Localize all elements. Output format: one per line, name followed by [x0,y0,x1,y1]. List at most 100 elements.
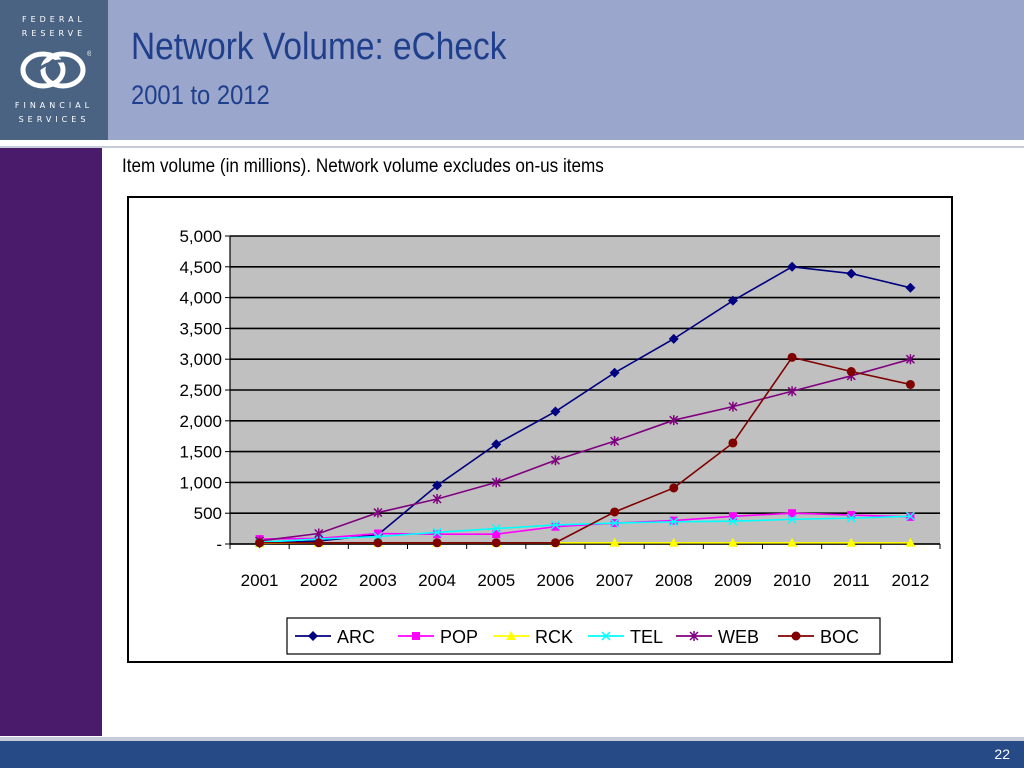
logo-text-financial: FINANCIAL [14,101,94,110]
footer-divider [0,737,1024,741]
legend-label-web: WEB [718,627,759,647]
data-point-web-2007 [610,436,620,447]
page-title: Network Volume: eCheck [131,26,507,68]
data-point-web-2003 [373,507,383,518]
data-point-rck-2008 [668,537,679,547]
data-point-boc-2010 [787,352,797,362]
data-point-arc-2009 [727,295,738,306]
x-tick-label-2004: 2004 [418,571,456,590]
data-point-web-2006 [550,455,560,466]
data-point-arc-2008 [668,333,679,344]
footer-bar: 22 [0,741,1024,768]
legend-marker-tel [601,631,611,641]
data-point-arc-2011 [846,268,857,279]
data-point-rck-2010 [787,537,798,547]
page-number: 22 [994,746,1010,762]
x-tick-label-2002: 2002 [300,571,338,590]
data-point-boc-2003 [373,538,383,548]
data-point-tel-2004 [432,527,442,537]
federal-reserve-logo-icon: ® [20,50,91,89]
x-tick-label-2012: 2012 [892,571,930,590]
y-tick-label-6: 3,000 [179,350,222,369]
data-point-boc-2006 [550,538,560,548]
data-point-boc-2012 [905,379,915,389]
legend-marker-web [689,631,699,641]
data-point-boc-2002 [314,538,324,548]
registered-mark: ® [87,50,91,58]
data-point-pop-2010 [788,509,797,518]
data-point-rck-2009 [727,537,738,547]
legend-marker-arc [308,631,318,641]
page-subtitle: 2001 to 2012 [131,80,270,110]
y-tick-label-4: 2,000 [179,412,222,431]
legend-label-arc: ARC [337,627,375,647]
x-tick-label-2001: 2001 [241,571,279,590]
legend-label-rck: RCK [535,627,573,647]
x-tick-label-2005: 2005 [477,571,515,590]
y-tick-label-2: 1,000 [179,473,222,492]
header-divider [0,146,1024,148]
series-line-pop [259,512,911,540]
chart-caption: Item volume (in millions). Network volum… [122,156,604,177]
legend-label-pop: POP [440,627,478,647]
data-point-tel-2006 [550,520,560,530]
data-point-arc-2007 [609,367,620,378]
y-tick-label-1: 500 [194,504,222,523]
data-point-rck-2011 [846,537,857,547]
legend-label-boc: BOC [820,627,859,647]
data-point-pop-2006 [551,522,560,531]
line-chart: - 500 1,000 1,500 2,000 2,500 3,000 3,500 4,000 4… [179,227,941,655]
logo-text-reserve: RESERVE [21,29,87,38]
y-tick-label-10: 5,000 [179,227,222,246]
x-tick-label-2007: 2007 [596,571,634,590]
data-point-tel-2005 [491,524,501,534]
series-line-arc [259,265,911,545]
data-point-pop-2011 [847,511,856,520]
data-point-tel-2011 [846,513,856,523]
logo-text-services: SERVICES [18,115,90,124]
data-point-web-2010 [787,386,797,397]
data-point-boc-2009 [728,438,738,448]
legend-label-tel: TEL [630,627,663,647]
legend-marker-pop [412,632,420,640]
x-tick-label-2006: 2006 [537,571,575,590]
data-point-rck-2012 [905,537,916,547]
x-tick-label-2008: 2008 [655,571,693,590]
series-line-boc [259,356,911,544]
data-point-web-2002 [314,528,324,539]
data-point-web-2009 [728,401,738,412]
legend-marker-rck [506,631,516,640]
data-point-arc-2006 [550,406,561,417]
data-point-web-2004 [432,494,442,505]
legend-marker-boc [791,631,801,641]
data-point-tel-2010 [787,514,797,524]
logo-panel: FEDERAL RESERVE ® FINANCIAL SERVICES [0,0,108,140]
series-line-tel [259,515,911,543]
data-point-tel-2012 [905,511,915,521]
data-point-pop-2005 [492,530,501,539]
data-point-web-2005 [491,477,501,488]
x-tick-label-2011: 2011 [833,571,870,590]
header-band [108,0,1024,140]
data-point-rck-2007 [609,537,620,547]
x-tick-label-2009: 2009 [714,571,752,590]
data-point-boc-2007 [610,507,620,517]
y-tick-label-9: 4,500 [179,258,222,277]
data-point-tel-2007 [610,518,620,528]
data-point-boc-2005 [491,538,501,548]
data-point-boc-2008 [669,483,679,493]
data-point-pop-2004 [433,530,442,539]
chart-frame: - 500 1,000 1,500 2,000 2,500 3,000 3,500 4,000 4… [127,196,953,663]
data-point-arc-2012 [905,282,916,293]
legend: ARC POP RCK TEL WEB BOC [286,617,881,655]
data-point-arc-2005 [491,439,502,450]
data-point-web-2012 [905,354,915,365]
data-point-web-2008 [669,415,679,426]
sidebar-band [0,148,102,736]
x-tick-label-2003: 2003 [359,571,397,590]
data-point-tel-2008 [669,517,679,527]
logo-text-federal: FEDERAL [21,15,87,24]
data-point-pop-2003 [373,529,382,538]
y-tick-label-0: - [216,535,222,554]
data-point-arc-2004 [432,480,443,491]
